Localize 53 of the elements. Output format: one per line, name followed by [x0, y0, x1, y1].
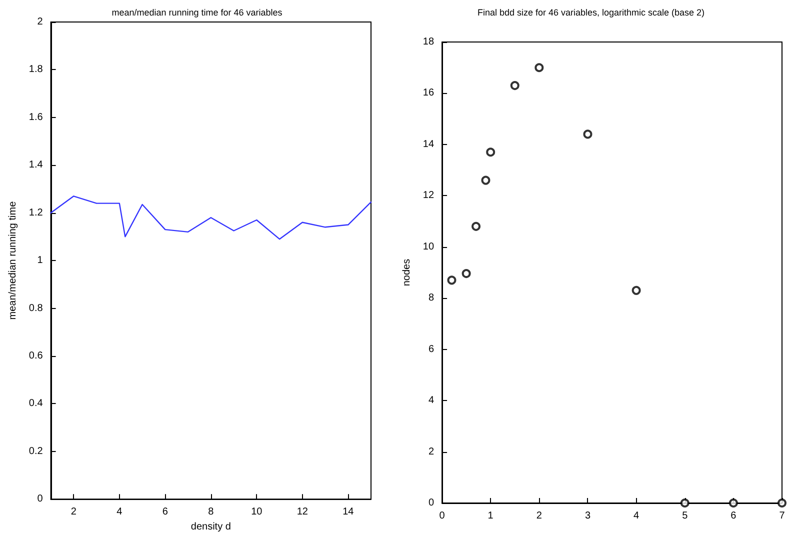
- y-tick-label: 0.2: [28, 446, 44, 457]
- y-tick-label: 2: [428, 446, 434, 458]
- y-tick-label: 18: [422, 36, 434, 48]
- x-tick-label: 5: [682, 510, 688, 522]
- point: [472, 222, 481, 231]
- x-tick-label: 2: [536, 510, 542, 522]
- chart-title: mean/median running time for 46 variables: [112, 8, 283, 18]
- y-tick-label: 0.6: [28, 350, 44, 362]
- x-tick-label: 8: [208, 506, 214, 518]
- x-tick-label: 4: [634, 510, 640, 522]
- x-tick-label: 2: [70, 506, 77, 518]
- y-tick-label: 1.6: [28, 112, 44, 123]
- point: [481, 176, 490, 185]
- y-tick-label: 0.4: [28, 398, 44, 410]
- x-tick-label: 0: [439, 510, 446, 522]
- y-tick-label: 6: [428, 344, 434, 355]
- x-tick-label: 10: [251, 506, 263, 518]
- y-tick-label: 8: [428, 292, 434, 304]
- x-tick-label: 3: [584, 510, 591, 522]
- x-tick-label: 12: [296, 506, 308, 518]
- point: [510, 81, 520, 90]
- y-tick-label: 1.8: [28, 64, 44, 76]
- point: [447, 276, 456, 285]
- point: [583, 130, 592, 139]
- x-tick-label: 1: [488, 510, 494, 522]
- point: [462, 269, 471, 278]
- y-tick-label: 0.8: [28, 302, 44, 314]
- y-tick-label: 1.4: [28, 160, 44, 171]
- y-tick-label: 10: [422, 241, 434, 252]
- y-tick-label: 4: [428, 395, 434, 406]
- y-tick-label: 2: [37, 16, 44, 28]
- y-tick-label: 14: [422, 138, 434, 150]
- y-tick-label: 0: [37, 494, 44, 505]
- x-tick-label: 14: [342, 506, 354, 518]
- point: [534, 63, 544, 72]
- point: [728, 498, 738, 508]
- point: [680, 498, 690, 508]
- point: [632, 286, 641, 295]
- y-axis-title: mean/median running time: [8, 200, 18, 320]
- x-tick-label: 6: [730, 510, 737, 522]
- x-tick-label: 6: [162, 506, 168, 518]
- x-tick-label: 4: [116, 506, 123, 518]
- chart-title: Final bdd size for 46 variables, logarithmic scale (base 2): [477, 8, 705, 18]
- y-tick-label: 0: [428, 498, 434, 508]
- point: [486, 148, 496, 157]
- y-tick-label: 1.2: [28, 207, 44, 218]
- x-axis-title: density d: [190, 522, 231, 532]
- y-axis-title: nodes: [402, 258, 412, 286]
- y-tick-label: 12: [422, 190, 434, 202]
- x-tick-label: 7: [779, 510, 786, 522]
- line-series: [50, 196, 372, 240]
- y-tick-label: 16: [422, 88, 434, 99]
- y-tick-label: 1: [37, 255, 44, 266]
